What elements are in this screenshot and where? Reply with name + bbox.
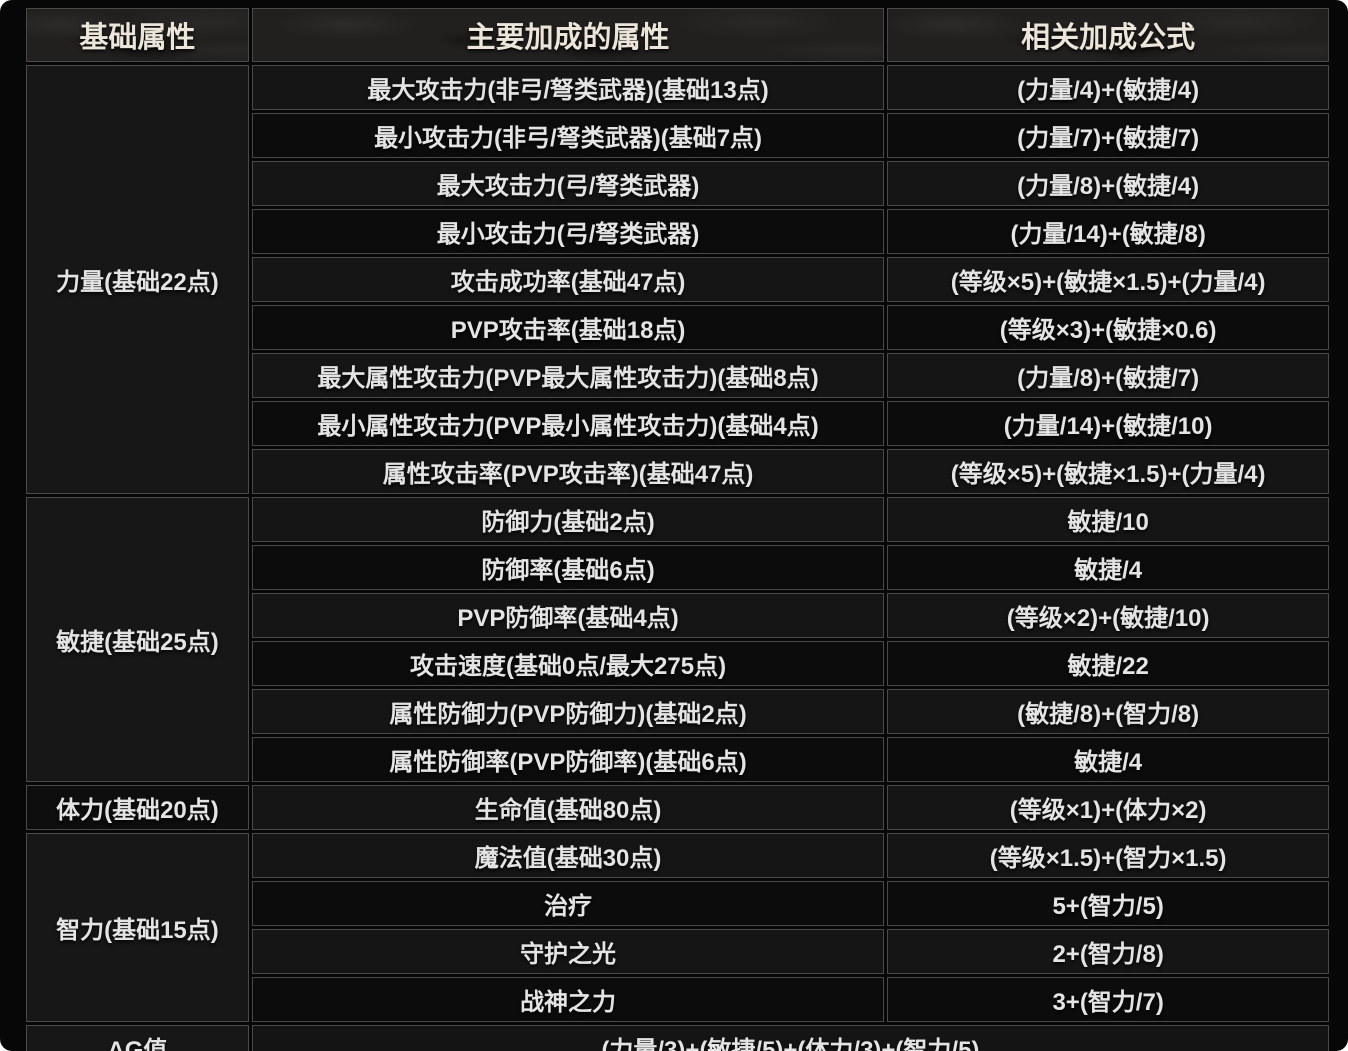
attr-cell: 攻击速度(基础0点/最大275点) xyxy=(251,641,885,686)
attr-cell: 战神之力 xyxy=(251,977,885,1022)
table-row: 最小属性攻击力(PVP最小属性攻击力)(基础4点) (力量/14)+(敏捷/10… xyxy=(26,401,1329,446)
formula-cell: 敏捷/22 xyxy=(887,641,1329,686)
attr-cell: 最小攻击力(非弓/弩类武器)(基础7点) xyxy=(251,113,885,158)
table-row: 敏捷(基础25点) 防御力(基础2点) 敏捷/10 xyxy=(26,497,1329,782)
attr-cell: 属性防御力(PVP防御力)(基础2点) xyxy=(251,689,885,734)
formula-cell: (等级×1.5)+(智力×1.5) xyxy=(887,833,1329,878)
table-row: PVP防御率(基础4点) (等级×2)+(敏捷/10) xyxy=(26,593,1329,638)
attr-cell: 最小攻击力(弓/弩类武器) xyxy=(251,209,885,254)
attr-cell: 治疗 xyxy=(251,881,885,926)
attr-cell: 最大攻击力(非弓/弩类武器)(基础13点) xyxy=(251,65,885,110)
table-row: 守护之光 2+(智力/8) xyxy=(26,929,1329,974)
attr-cell: 防御力(基础2点) xyxy=(251,497,885,542)
section-label-agility: 敏捷(基础25点) xyxy=(26,497,249,782)
table-header: 基础属性 主要加成的属性 相关加成公式 xyxy=(26,8,1329,62)
table-row: 治疗 5+(智力/5) xyxy=(26,881,1329,926)
attr-cell: 属性攻击率(PVP攻击率)(基础47点) xyxy=(251,449,885,494)
formula-cell: 敏捷/4 xyxy=(887,737,1329,782)
formula-cell: 2+(智力/8) xyxy=(887,929,1329,974)
attr-cell: 防御率(基础6点) xyxy=(251,545,885,590)
table-row: 防御率(基础6点) 敏捷/4 xyxy=(26,545,1329,590)
table-row: 属性防御力(PVP防御力)(基础2点) (敏捷/8)+(智力/8) xyxy=(26,689,1329,734)
formula-cell: (等级×5)+(敏捷×1.5)+(力量/4) xyxy=(887,257,1329,302)
table-row: 最小攻击力(弓/弩类武器) (力量/14)+(敏捷/8) xyxy=(26,209,1329,254)
table-row: 最大属性攻击力(PVP最大属性攻击力)(基础8点) (力量/8)+(敏捷/7) xyxy=(26,353,1329,398)
table-row: 战神之力 3+(智力/7) xyxy=(26,977,1329,1022)
section-label-energy: 智力(基础15点) xyxy=(26,833,249,1022)
section-strength: 力量(基础22点) 最大攻击力(非弓/弩类武器)(基础13点) (力量/4)+(… xyxy=(26,65,1329,494)
attr-cell: 最大攻击力(弓/弩类武器) xyxy=(251,161,885,206)
table-row: 攻击成功率(基础47点) (等级×5)+(敏捷×1.5)+(力量/4) xyxy=(26,257,1329,302)
table-row: 攻击速度(基础0点/最大275点) 敏捷/22 xyxy=(26,641,1329,686)
section-agility: 敏捷(基础25点) 防御力(基础2点) 敏捷/10 防御率(基础6点) 敏捷/4… xyxy=(26,497,1329,782)
table-row: 最小攻击力(非弓/弩类武器)(基础7点) (力量/7)+(敏捷/7) xyxy=(26,113,1329,158)
section-label-strength: 力量(基础22点) xyxy=(26,65,249,494)
section-vitality: 体力(基础20点) 生命值(基础80点) (等级×1)+(体力×2) xyxy=(26,785,1329,830)
formula-cell: 3+(智力/7) xyxy=(887,977,1329,1022)
formula-cell-ag: (力量/3)+(敏捷/5)+(体力/3)+(智力/5) xyxy=(251,1025,1329,1051)
table-row: 最大攻击力(弓/弩类武器) (力量/8)+(敏捷/4) xyxy=(26,161,1329,206)
formula-cell: (力量/8)+(敏捷/7) xyxy=(887,353,1329,398)
table-row: 智力(基础15点) 魔法值(基础30点) (等级×1.5)+(智力×1.5) xyxy=(26,833,1329,1022)
section-energy: 智力(基础15点) 魔法值(基础30点) (等级×1.5)+(智力×1.5) 治… xyxy=(26,833,1329,1022)
formula-cell: (敏捷/8)+(智力/8) xyxy=(887,689,1329,734)
formula-cell: 敏捷/4 xyxy=(887,545,1329,590)
formula-cell: (力量/14)+(敏捷/8) xyxy=(887,209,1329,254)
header-bonus-attribute: 主要加成的属性 xyxy=(251,8,885,62)
attr-cell: 最小属性攻击力(PVP最小属性攻击力)(基础4点) xyxy=(251,401,885,446)
attr-cell: 攻击成功率(基础47点) xyxy=(251,257,885,302)
formula-cell: 5+(智力/5) xyxy=(887,881,1329,926)
section-label-vitality: 体力(基础20点) xyxy=(26,785,249,830)
table-row: 力量(基础22点) 最大攻击力(非弓/弩类武器)(基础13点) (力量/4)+(… xyxy=(26,65,1329,494)
formula-cell: (力量/7)+(敏捷/7) xyxy=(887,113,1329,158)
formula-cell: (力量/14)+(敏捷/10) xyxy=(887,401,1329,446)
attr-cell: 最大属性攻击力(PVP最大属性攻击力)(基础8点) xyxy=(251,353,885,398)
formula-cell: (等级×2)+(敏捷/10) xyxy=(887,593,1329,638)
attr-cell: 魔法值(基础30点) xyxy=(251,833,885,878)
attr-cell: 生命值(基础80点) xyxy=(251,785,885,830)
header-formula: 相关加成公式 xyxy=(887,8,1329,62)
attr-cell: PVP攻击率(基础18点) xyxy=(251,305,885,350)
table-row: PVP攻击率(基础18点) (等级×3)+(敏捷×0.6) xyxy=(26,305,1329,350)
table-row-ag: AG值 (力量/3)+(敏捷/5)+(体力/3)+(智力/5) xyxy=(26,1025,1329,1051)
table-row: 属性防御率(PVP防御率)(基础6点) 敏捷/4 xyxy=(26,737,1329,782)
header-base-attribute: 基础属性 xyxy=(26,8,249,62)
formula-cell: (力量/4)+(敏捷/4) xyxy=(887,65,1329,110)
section-label-ag: AG值 xyxy=(26,1025,249,1051)
formula-cell: (等级×5)+(敏捷×1.5)+(力量/4) xyxy=(887,449,1329,494)
attr-cell: PVP防御率(基础4点) xyxy=(251,593,885,638)
formula-cell: (等级×1)+(体力×2) xyxy=(887,785,1329,830)
table-row: 体力(基础20点) 生命值(基础80点) (等级×1)+(体力×2) xyxy=(26,785,1329,830)
formula-cell: 敏捷/10 xyxy=(887,497,1329,542)
formula-cell: (等级×3)+(敏捷×0.6) xyxy=(887,305,1329,350)
table-row: 属性攻击率(PVP攻击率)(基础47点) (等级×5)+(敏捷×1.5)+(力量… xyxy=(26,449,1329,494)
attr-cell: 守护之光 xyxy=(251,929,885,974)
section-footer: AG值 (力量/3)+(敏捷/5)+(体力/3)+(智力/5) SD值 (等级×… xyxy=(26,1025,1329,1051)
stats-table: 基础属性 主要加成的属性 相关加成公式 力量(基础22点) 最大攻击力(非弓/弩… xyxy=(23,5,1332,1051)
attr-cell: 属性防御率(PVP防御率)(基础6点) xyxy=(251,737,885,782)
header-row: 基础属性 主要加成的属性 相关加成公式 xyxy=(26,8,1329,62)
formula-cell: (力量/8)+(敏捷/4) xyxy=(887,161,1329,206)
